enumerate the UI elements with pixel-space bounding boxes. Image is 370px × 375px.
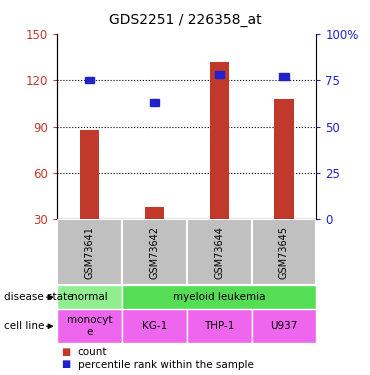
Bar <box>187 309 252 343</box>
Text: ■: ■ <box>61 347 70 357</box>
Text: GSM73644: GSM73644 <box>214 226 224 279</box>
Text: U937: U937 <box>270 321 297 331</box>
Bar <box>209 62 229 219</box>
Text: THP-1: THP-1 <box>204 321 235 331</box>
Text: GSM73645: GSM73645 <box>279 226 289 279</box>
Bar <box>187 219 252 285</box>
Bar <box>57 309 122 343</box>
Text: normal: normal <box>71 292 108 302</box>
Bar <box>122 309 187 343</box>
Bar <box>122 285 316 309</box>
Text: disease state: disease state <box>4 292 73 302</box>
Text: ■: ■ <box>61 360 70 369</box>
Bar <box>57 285 122 309</box>
Bar <box>57 219 122 285</box>
Bar <box>279 74 289 80</box>
Bar <box>252 309 316 343</box>
Bar <box>150 99 159 105</box>
Text: myeloid leukemia: myeloid leukemia <box>173 292 265 302</box>
Text: count: count <box>78 347 107 357</box>
Text: GSM73641: GSM73641 <box>85 226 95 279</box>
Bar <box>145 207 164 219</box>
Bar <box>80 130 100 219</box>
Text: monocyt
e: monocyt e <box>67 315 112 337</box>
Bar <box>215 72 224 78</box>
Text: GDS2251 / 226358_at: GDS2251 / 226358_at <box>109 13 261 27</box>
Text: KG-1: KG-1 <box>142 321 167 331</box>
Text: percentile rank within the sample: percentile rank within the sample <box>78 360 253 369</box>
Text: cell line: cell line <box>4 321 44 331</box>
Bar <box>252 219 316 285</box>
Bar <box>274 99 294 219</box>
Bar <box>122 219 187 285</box>
Text: GSM73642: GSM73642 <box>149 226 159 279</box>
Bar <box>85 77 94 83</box>
